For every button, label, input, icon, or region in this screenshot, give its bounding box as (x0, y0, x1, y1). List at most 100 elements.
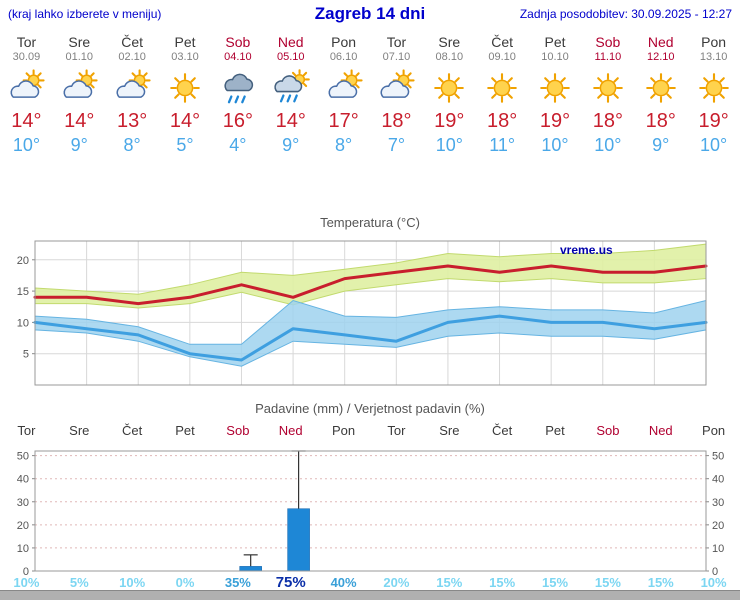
forecast-day-column[interactable]: Sob 11.10 18° 10° (581, 26, 634, 171)
precip-probability: 40% (330, 575, 357, 590)
day-name: Sre (68, 34, 91, 50)
min-temperature: 11° (489, 135, 516, 155)
rain-sun-icon (272, 69, 310, 107)
precip-day-label: Tor (17, 422, 36, 438)
day-name: Pet (174, 34, 196, 50)
forecast-day-column[interactable]: Pon 13.10 19° 10° (687, 26, 740, 171)
temperature-chart-title: Temperatura (°C) (320, 215, 420, 230)
precip-probability: 10% (700, 575, 727, 590)
forecast-day-column[interactable]: Ned 05.10 14° 9° (264, 26, 317, 171)
forecast-day-column[interactable]: Pet 10.10 19° 10° (529, 26, 582, 171)
y-axis-label: 20 (17, 255, 29, 267)
precip-day-label: Pon (702, 422, 726, 438)
precip-probability: 35% (224, 575, 251, 590)
forecast-day-column[interactable]: Pon 06.10 17° 8° (317, 26, 370, 171)
day-name: Ned (647, 34, 674, 50)
precip-probability: 15% (489, 575, 516, 590)
precip-probability: 5% (69, 575, 89, 590)
spacer (0, 171, 740, 215)
day-date: 10.10 (541, 51, 569, 63)
cloud-sun-icon (113, 69, 151, 107)
day-date: 04.10 (224, 51, 252, 63)
y-axis-label: 40 (712, 474, 724, 486)
day-date: 13.10 (699, 51, 728, 63)
day-name: Pet (544, 34, 566, 50)
min-temperature: 9° (70, 135, 88, 155)
max-temperature: 13° (117, 110, 148, 132)
temp-max-line (33, 264, 708, 306)
day-date: 08.10 (435, 51, 464, 63)
cloud-sun-icon (60, 69, 98, 107)
precip-probability: 20% (383, 575, 410, 590)
forecast-day-column[interactable]: Pet 03.10 14° 5° (159, 26, 212, 171)
max-temperature: 18° (487, 110, 518, 132)
max-temperature: 19° (698, 110, 729, 132)
y-axis-label: 10 (17, 317, 29, 329)
precip-day-label: Ned (278, 422, 303, 438)
y-axis-label: 50 (17, 451, 29, 463)
day-date: 09.10 (488, 51, 516, 63)
min-temperature: 7° (387, 135, 406, 155)
day-date: 03.10 (171, 51, 199, 63)
min-temperature: 10° (12, 135, 41, 155)
min-temperature: 8° (334, 135, 353, 155)
forecast-day-column[interactable]: Čet 09.10 18° 11° (476, 26, 529, 171)
min-temperature: 4° (229, 135, 247, 155)
precip-day-label: Sob (596, 422, 620, 438)
day-date: 02.10 (118, 51, 146, 63)
forecast-day-column[interactable]: Sre 01.10 14° 9° (53, 26, 106, 171)
day-date: 01.10 (65, 51, 94, 63)
forecast-day-column[interactable]: Tor 07.10 18° 7° (370, 26, 423, 171)
precip-day-label: Sre (439, 422, 460, 438)
max-temperature: 14° (64, 110, 95, 132)
min-temperature: 10° (435, 135, 463, 155)
day-name: Ned (277, 34, 304, 50)
max-temperature: 17° (328, 110, 359, 132)
forecast-row: Tor 30.09 14° 10° Sre 01.10 14° 9° Čet 02.10 13° 8°… (0, 26, 740, 171)
forecast-day-column[interactable]: Čet 02.10 13° 8° (106, 26, 159, 171)
precip-bar (287, 508, 310, 572)
day-name: Tor (386, 34, 407, 50)
day-date: 12.10 (646, 51, 675, 63)
forecast-day-column[interactable]: Sob 04.10 16° 4° (211, 26, 264, 171)
precip-day-label: Tor (387, 422, 406, 438)
precip-day-label: Pet (175, 422, 195, 438)
y-axis-label: 20 (712, 520, 724, 532)
max-temperature: 16° (222, 110, 253, 132)
precip-probability: 10% (119, 575, 146, 590)
day-name: Sre (438, 34, 461, 50)
max-temperature: 19° (539, 110, 571, 132)
day-name: Čet (491, 34, 514, 50)
precip-probability: 10% (13, 575, 40, 590)
min-temperature: 8° (123, 135, 141, 155)
day-name: Sob (595, 34, 621, 50)
precipitation-chart-title: Padavine (mm) / Verjetnost padavin (%) (255, 401, 485, 416)
precip-probability: 15% (594, 575, 621, 590)
max-temperature: 18° (381, 110, 412, 132)
y-axis-label: 50 (712, 451, 724, 463)
forecast-day-column[interactable]: Ned 12.10 18° 9° (634, 26, 687, 171)
forecast-day-column[interactable]: Sre 08.10 19° 10° (423, 26, 476, 171)
max-temperature: 19° (434, 110, 465, 132)
bottom-scrollbar[interactable] (0, 590, 740, 600)
precip-probability: 15% (647, 575, 674, 590)
min-temperature: 10° (594, 135, 622, 155)
precipitation-chart: 0 0 10 10 20 20 30 30 40 40 50 50 (17, 450, 724, 575)
forecast-day-column[interactable]: Tor 30.09 14° 10° (0, 26, 53, 171)
max-temperature: 18° (592, 110, 623, 132)
y-axis-label: 5 (23, 349, 29, 361)
day-name: Pon (701, 34, 727, 50)
temperature-chart: 5 10 15 20 vreme.us (17, 240, 708, 386)
sun-icon (166, 69, 204, 107)
rain-icon (219, 69, 257, 107)
day-date: 30.09 (12, 51, 41, 63)
precip-day-label: Sob (226, 422, 250, 438)
precip-day-labels: Tor Sre Čet Pet Sob Ned Pon Tor Sre Čet Pet Sob Ned P… (0, 419, 740, 441)
max-temperature: 14° (275, 110, 306, 132)
day-name: Pon (331, 34, 357, 50)
sun-icon (536, 69, 574, 107)
max-temperature: 14° (11, 110, 42, 132)
y-axis-label: 30 (712, 497, 724, 509)
sun-icon (483, 69, 521, 107)
y-axis-label: 20 (17, 520, 29, 532)
